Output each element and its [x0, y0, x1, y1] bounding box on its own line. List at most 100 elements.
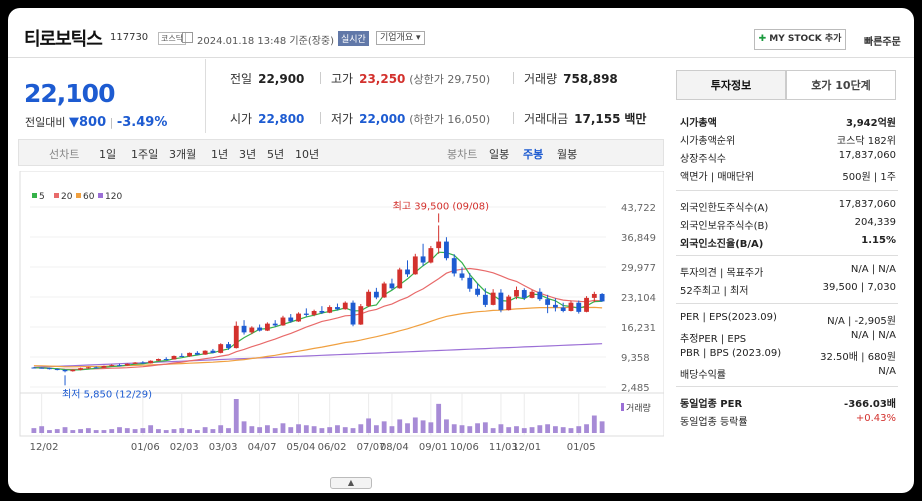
- info-row-value: 3,942억원: [845, 118, 896, 129]
- x-tick-label: 08/04: [380, 442, 409, 453]
- period-10y[interactable]: 10년: [295, 148, 320, 161]
- ma-legend-swatch: [54, 193, 59, 198]
- info-row: 시가총액순위 코스닥 182위: [680, 132, 896, 149]
- candle-body: [506, 296, 512, 311]
- info-row-label: 시가총액: [680, 118, 717, 129]
- candle-body: [233, 325, 239, 349]
- volume-bar: [412, 417, 418, 433]
- volume-bar: [257, 427, 263, 433]
- info-row-value: 204,339: [854, 217, 896, 228]
- volume-bar: [296, 424, 301, 433]
- volume-bar: [218, 425, 224, 433]
- company-info-dropdown[interactable]: 기업개요 ▾: [376, 31, 425, 45]
- candle-body: [319, 310, 325, 313]
- info-row: 동일업종 등락률 +0.43%: [680, 413, 896, 430]
- prev-close: 전일 22,900: [230, 70, 304, 87]
- info-row-label: 외국인소진율(B/A): [680, 239, 764, 250]
- candle-monthly[interactable]: 월봉: [557, 148, 578, 161]
- volume-bar: [475, 423, 480, 433]
- candle-body: [47, 368, 52, 370]
- period-5y[interactable]: 5년: [267, 148, 285, 161]
- stock-chart[interactable]: 43,722 36,849 29,977 23,104 16,231 9,358 2,485…: [18, 170, 665, 471]
- candle-body: [31, 367, 37, 369]
- info-row-label: PBR | BPS (2023.09): [680, 348, 782, 359]
- candle-body: [288, 317, 294, 322]
- x-tick-label: 06/02: [318, 442, 347, 453]
- volume-bar: [54, 429, 60, 433]
- candle-chart-header: 봉차트: [447, 148, 478, 161]
- info-row: PER | EPS(2023.09) N/A | -2,905원: [680, 312, 896, 329]
- ma-legend-label: 20: [61, 192, 73, 202]
- candle-body: [303, 313, 309, 315]
- period-1y[interactable]: 1년: [211, 148, 229, 161]
- volume-bar: [62, 427, 68, 433]
- period-1w[interactable]: 1주일: [131, 148, 159, 161]
- candle-body: [451, 258, 457, 274]
- period-3y[interactable]: 3년: [239, 148, 257, 161]
- candle-body: [140, 362, 146, 364]
- amount-value: 17,155: [574, 112, 621, 126]
- high-annotation: 최고 39,500 (09/08): [393, 200, 489, 212]
- info-row-value: N/A | N/A: [850, 330, 896, 341]
- candle-body: [117, 365, 122, 367]
- volume-bar: [350, 428, 356, 433]
- period-1d[interactable]: 1일: [99, 148, 117, 161]
- volume-bar: [163, 430, 169, 433]
- volume-bar: [210, 429, 216, 433]
- panel-divider: [676, 386, 898, 387]
- candle-body: [226, 344, 231, 349]
- candle-body: [327, 307, 333, 313]
- quick-order-button[interactable]: 빠른주문: [864, 37, 901, 48]
- period-3m[interactable]: 3개월: [169, 148, 197, 161]
- chart-collapse-button[interactable]: ▲: [330, 477, 372, 489]
- candle-body: [54, 369, 60, 371]
- plus-icon: ✚: [758, 34, 770, 44]
- candle-body: [568, 302, 574, 311]
- info-row: PBR | BPS (2023.09) 32.50배 | 680원: [680, 348, 896, 365]
- info-tabs: 투자정보 호가 10단계: [676, 70, 896, 100]
- info-row-value: 17,837,060: [838, 199, 896, 210]
- candle-weekly[interactable]: 주봉: [523, 148, 544, 161]
- candle-body: [576, 302, 582, 312]
- volume-value: 758,898: [563, 72, 618, 86]
- info-row: 액면가 | 매매단위 500원 | 1주: [680, 168, 896, 185]
- info-row-value: 1.15%: [861, 235, 896, 246]
- candle-body: [467, 277, 473, 289]
- candle-body: [342, 302, 348, 310]
- info-row-label: 추정PER | EPS: [680, 334, 747, 345]
- info-row-value: 32.50배 | 680원: [820, 352, 896, 363]
- tab-hoga[interactable]: 호가 10단계: [786, 70, 896, 100]
- x-tick-label: 05/04: [287, 442, 316, 453]
- info-row-value: 17,837,060: [838, 150, 896, 161]
- tab-invest-info[interactable]: 투자정보: [676, 70, 786, 100]
- candle-body: [241, 325, 247, 333]
- candle-body: [85, 367, 91, 369]
- volume-label: 거래량: [524, 72, 558, 86]
- change-percent: -3.49%: [116, 115, 168, 130]
- info-row: 외국인소진율(B/A) 1.15%: [680, 235, 896, 252]
- change-amount: 800: [78, 115, 107, 130]
- ma-legend-swatch: [76, 193, 81, 198]
- volume-bar: [249, 426, 255, 433]
- volume-bar: [552, 426, 558, 433]
- y-tick-label: 43,722: [621, 203, 656, 214]
- candle-daily[interactable]: 일봉: [489, 148, 510, 161]
- info-row-label: 시가총액순위: [680, 136, 736, 147]
- amount-unit: 백만: [624, 112, 647, 126]
- realtime-badge[interactable]: 실시간: [338, 31, 369, 46]
- volume-bar: [335, 425, 340, 433]
- company-info-label: 기업개요: [380, 33, 414, 43]
- mystock-add-button[interactable]: ✚ MY STOCK 추가: [754, 29, 846, 50]
- mystock-add-label: MY STOCK 추가: [769, 34, 842, 44]
- volume-bar: [303, 425, 309, 433]
- prev-close-value: 22,900: [258, 72, 305, 86]
- volume-bar: [280, 423, 286, 433]
- x-tick-label: 04/07: [248, 442, 277, 453]
- volume-bar: [319, 428, 325, 433]
- volume-bar: [560, 427, 566, 433]
- low-annotation: 최저 5,850 (12/29): [62, 388, 152, 400]
- volume-bar: [498, 424, 504, 433]
- volume-bar: [117, 427, 122, 433]
- panel-divider: [676, 303, 898, 304]
- candle-body: [101, 365, 107, 368]
